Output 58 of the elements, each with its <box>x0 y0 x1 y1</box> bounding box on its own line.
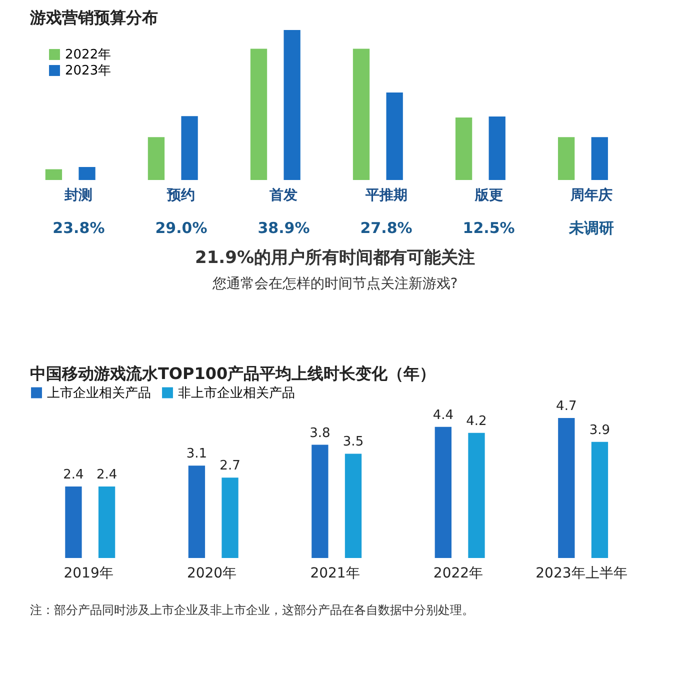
text: 29.0% <box>155 219 208 237</box>
bar <box>591 137 608 180</box>
legend-label: 非上市企业相关产品 <box>178 386 295 401</box>
data-label: 4.7 <box>556 399 577 414</box>
text: 21.9%的用户所有时间都有可能关注 <box>195 248 475 268</box>
x-tick-label: 平推期 <box>364 188 408 204</box>
data-label: 4.2 <box>466 414 487 429</box>
text: 您通常会在怎样的时间节点关注新游戏? <box>211 276 458 292</box>
text: 未调研 <box>568 219 614 237</box>
bar <box>148 137 165 180</box>
x-tick-label: 2022年 <box>433 566 484 582</box>
x-tick-label: 版更 <box>474 188 503 204</box>
chart-title: 中国移动游戏流水TOP100产品平均上线时长变化（年） <box>30 364 436 383</box>
bar <box>558 137 575 180</box>
bar <box>284 30 300 180</box>
bar <box>468 432 485 558</box>
bar <box>386 92 403 180</box>
text: 23.8% <box>52 219 105 237</box>
bar <box>591 442 608 558</box>
data-label: 2.4 <box>96 468 118 483</box>
text: 27.8% <box>360 219 412 237</box>
x-tick-label: 首发 <box>268 188 298 204</box>
bar <box>78 166 96 180</box>
legend-label: 2022年 <box>65 48 112 62</box>
data-label: 3.1 <box>186 446 208 462</box>
bar <box>344 454 362 558</box>
x-tick-label: 预约 <box>166 188 196 204</box>
bar <box>188 466 206 558</box>
legend-label: 2023年 <box>65 64 112 78</box>
bar <box>65 486 82 558</box>
bar <box>312 444 328 558</box>
chart-title: 游戏营销预算分布 <box>29 8 158 27</box>
bar <box>250 48 268 180</box>
x-tick-label: 2019年 <box>64 566 114 582</box>
text: 注：部分产品同时涉及上市企业及非上市企业，这部分产品在各自数据中分别处理。 <box>30 603 474 617</box>
bar <box>352 48 370 180</box>
bar <box>222 478 238 558</box>
legend-label: 上市企业相关产品 <box>47 386 151 401</box>
data-label: 3.9 <box>589 422 610 438</box>
bar <box>434 426 452 558</box>
data-label: 2.7 <box>220 458 240 474</box>
x-tick-label: 2023年上半年 <box>536 566 628 582</box>
bar <box>98 486 116 558</box>
text: 38.9% <box>258 219 310 237</box>
data-label: 2.4 <box>63 468 84 483</box>
data-label: 4.4 <box>432 408 454 423</box>
bar <box>181 116 198 180</box>
bar <box>488 116 506 180</box>
x-tick-label: 2020年 <box>186 566 237 582</box>
bar <box>558 418 575 558</box>
text: 12.5% <box>462 219 515 237</box>
x-tick-label: 2021年 <box>310 566 360 582</box>
bar <box>45 169 62 180</box>
bar <box>455 117 472 180</box>
data-label: 3.8 <box>310 426 330 441</box>
data-label: 3.5 <box>342 434 364 450</box>
x-tick-label: 封测 <box>64 188 93 204</box>
x-tick-label: 周年庆 <box>569 186 612 204</box>
